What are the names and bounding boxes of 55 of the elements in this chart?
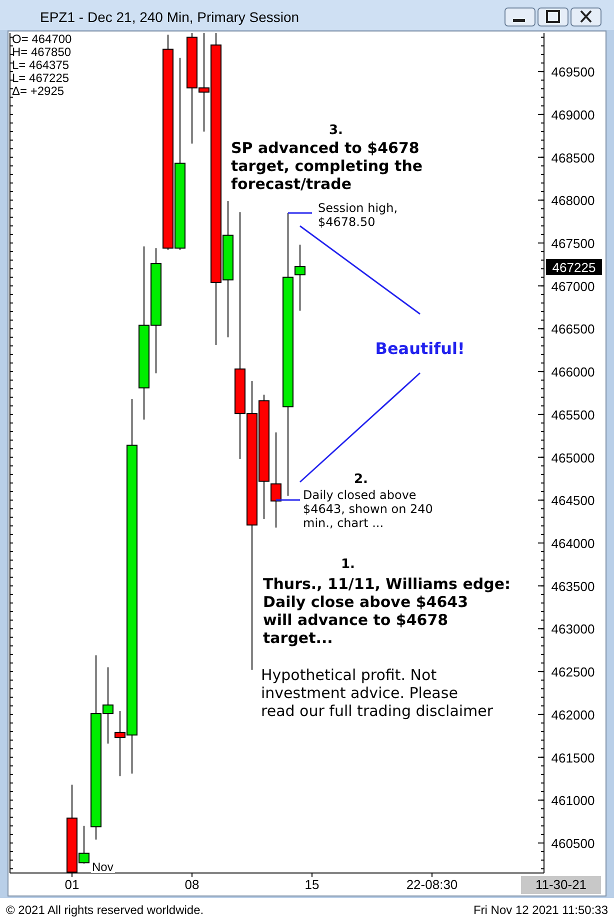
annotation: target, completing the xyxy=(231,157,423,175)
annotation: Thurs., 11/11, Williams edge: xyxy=(263,575,511,593)
annotation: Session high, xyxy=(318,201,398,215)
y-tick-label: 461500 xyxy=(551,750,595,766)
y-tick-label: 468500 xyxy=(551,150,595,166)
x-tick-label: 01 xyxy=(64,877,80,892)
y-tick-label: 467000 xyxy=(551,278,595,294)
annotation: L= 464375 xyxy=(12,58,70,72)
candlestick xyxy=(294,244,306,312)
annotation: read our full trading disclaimer xyxy=(261,702,494,720)
x-tick-label: 22-08:30 xyxy=(406,877,458,892)
annotation: L= 467225 xyxy=(12,71,70,85)
y-tick-label: 464500 xyxy=(551,493,595,508)
y-tick-label: 461000 xyxy=(551,793,595,808)
annotation: will advance to $4678 xyxy=(263,611,448,629)
y-tick-label: 465000 xyxy=(551,450,595,466)
y-tick-label: 466500 xyxy=(551,322,595,337)
annotation: Daily close above $4643 xyxy=(263,593,468,611)
annotation: 1. xyxy=(341,557,355,572)
y-tick-label: 468000 xyxy=(551,193,595,208)
x-tick-label: 15 xyxy=(304,877,320,892)
annotation: 2. xyxy=(354,472,368,487)
y-tick-label: 460500 xyxy=(551,836,595,851)
annotation: Beautiful! xyxy=(375,339,465,358)
annotation: $4643, shown on 240 xyxy=(303,502,433,516)
annotation: SP advanced to $4678 xyxy=(231,139,420,157)
annotation: Δ= +2925 xyxy=(12,84,64,98)
y-tick-label: 462500 xyxy=(551,664,595,680)
text: © 2021 All rights reserved worldwide. xyxy=(6,903,204,917)
y-tick-label: 464000 xyxy=(551,536,595,551)
annotation: forecast/trade xyxy=(231,175,352,193)
annotation: $4678.50 xyxy=(318,215,376,229)
candlestick xyxy=(270,432,282,528)
annotation: target... xyxy=(263,629,333,647)
annotation: 3. xyxy=(329,123,343,138)
y-tick-label: 466000 xyxy=(551,364,595,380)
text: 467225 xyxy=(552,260,596,275)
annotation: Daily closed above xyxy=(303,488,416,502)
chart-title: EPZ1 - Dec 21, 240 Min, Primary Session xyxy=(40,9,300,25)
y-tick-label: 467500 xyxy=(551,236,595,251)
annotation: investment advice. Please xyxy=(261,684,458,702)
annotation: Hypothetical profit. Not xyxy=(261,666,437,684)
annotation: O= 464700 xyxy=(12,32,72,46)
text: 11-30-21 xyxy=(535,877,587,892)
text: Fri Nov 12 2021 11:50:33 xyxy=(473,903,608,917)
y-tick-label: 463000 xyxy=(551,622,595,637)
y-tick-label: 462000 xyxy=(551,707,595,722)
annotation: Nov xyxy=(92,860,114,874)
y-tick-label: 463500 xyxy=(551,578,595,594)
y-tick-label: 465500 xyxy=(551,407,595,422)
annotation: min., chart ... xyxy=(303,516,384,530)
y-tick-label: 469000 xyxy=(551,107,595,122)
y-tick-label: 469500 xyxy=(551,64,595,80)
annotation: H= 467850 xyxy=(12,45,72,59)
x-tick-label: 08 xyxy=(184,877,200,892)
